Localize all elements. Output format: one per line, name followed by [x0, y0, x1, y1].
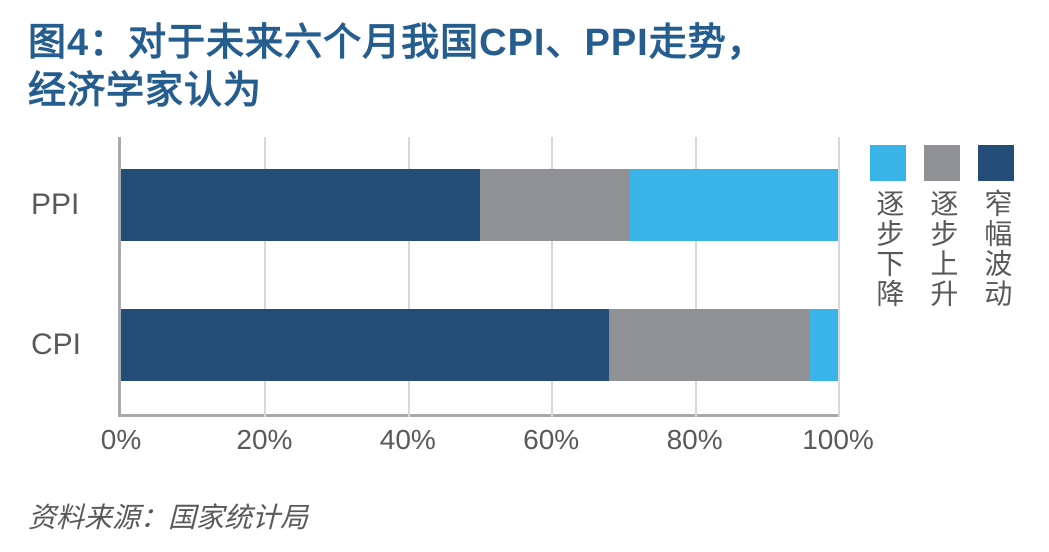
- x-axis: 0%20%40%60%80%100%: [121, 424, 838, 464]
- bar-row: CPI: [121, 309, 838, 381]
- legend-swatch: [978, 145, 1014, 181]
- gridline: [838, 137, 840, 417]
- bar-row: PPI: [121, 169, 838, 241]
- bar-segment: [121, 169, 480, 241]
- bar-segment: [609, 309, 810, 381]
- legend-label: 逐步上升: [927, 189, 958, 309]
- x-tick-label: 0%: [101, 424, 141, 456]
- chart-container: 0%20%40%60%80%100% PPICPI 逐步下降逐步上升窄幅波动: [28, 137, 1021, 417]
- legend-swatch: [924, 145, 960, 181]
- x-tick-label: 60%: [523, 424, 579, 456]
- category-label: PPI: [31, 188, 111, 222]
- bar-segment: [809, 309, 838, 381]
- legend-item: 逐步上升: [922, 145, 962, 309]
- source-label: 资料来源：国家统计局: [28, 496, 308, 536]
- x-tick-label: 100%: [802, 424, 874, 456]
- category-label: CPI: [31, 328, 111, 362]
- plot-area: 0%20%40%60%80%100% PPICPI: [118, 137, 838, 417]
- x-tick-label: 40%: [380, 424, 436, 456]
- chart-area: 0%20%40%60%80%100% PPICPI: [28, 137, 838, 417]
- bar-segment: [630, 169, 838, 241]
- legend-item: 窄幅波动: [976, 145, 1016, 309]
- legend-swatch: [870, 145, 906, 181]
- legend-label: 逐步下降: [873, 189, 904, 309]
- x-tick-label: 20%: [236, 424, 292, 456]
- x-tick-label: 80%: [667, 424, 723, 456]
- chart-title: 图4：对于未来六个月我国CPI、PPI走势， 经济学家认为: [28, 20, 1021, 115]
- title-line-2: 经济学家认为: [28, 68, 1021, 116]
- bar-segment: [480, 169, 631, 241]
- bar-segment: [121, 309, 609, 381]
- legend-label: 窄幅波动: [981, 189, 1012, 309]
- legend-item: 逐步下降: [868, 145, 908, 309]
- title-line-1: 图4：对于未来六个月我国CPI、PPI走势，: [28, 20, 1021, 68]
- legend: 逐步下降逐步上升窄幅波动: [868, 137, 1016, 309]
